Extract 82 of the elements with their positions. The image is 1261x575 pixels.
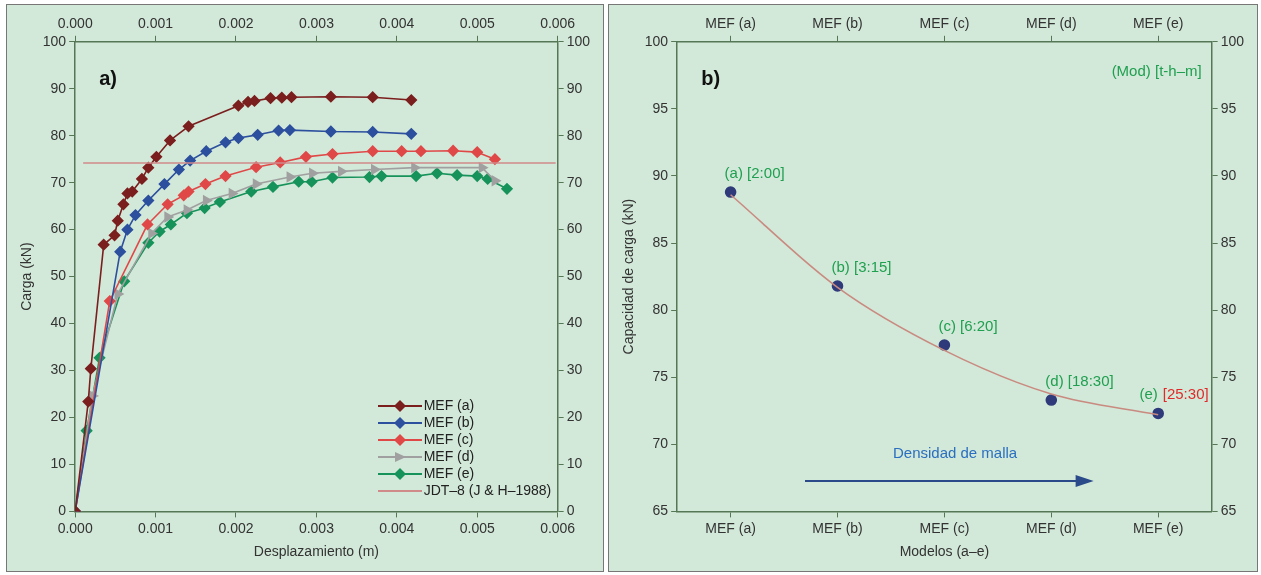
y-tick-label: 30 <box>50 361 67 378</box>
y-tick-label: 50 <box>50 267 67 284</box>
annotation: [25:30] <box>1162 385 1209 403</box>
x2-tick-label: 0.006 <box>540 15 576 32</box>
y2-tick-label: 60 <box>566 220 583 237</box>
y-tick-label: 65 <box>652 502 669 519</box>
y2-tick-label: 85 <box>1220 233 1237 250</box>
x-tick-label: MEF (a) <box>705 519 756 536</box>
x-tick-label: 0.006 <box>540 519 576 536</box>
x2-tick-label: 0.003 <box>298 15 335 32</box>
y2-tick-label: 65 <box>1220 502 1237 519</box>
y-tick-label: 100 <box>644 32 669 49</box>
y-tick-label: 75 <box>652 368 669 385</box>
legend-label: MEF (e) <box>423 465 475 483</box>
y-tick-label: 70 <box>652 435 669 452</box>
y-tick-label: 100 <box>42 32 67 49</box>
x2-tick-label: 0.001 <box>138 15 174 32</box>
y-tick-label: 0 <box>58 502 67 519</box>
legend-label: MEF (c) <box>423 431 474 449</box>
x-tick-label: 0.002 <box>218 519 254 536</box>
y2-tick-label: 50 <box>566 267 583 284</box>
x-tick-label: 0.004 <box>379 519 415 536</box>
y2-tick-label: 75 <box>1220 368 1237 385</box>
y2-tick-label: 95 <box>1220 99 1237 116</box>
y-tick-label: 90 <box>652 166 669 183</box>
y-tick-label: 10 <box>50 455 67 472</box>
y2-tick-label: 80 <box>1220 301 1237 317</box>
category-label: MEF (b) <box>812 15 863 32</box>
y-axis-title: Capacidad de carga (kN) <box>620 198 637 355</box>
y-tick-label: 20 <box>50 408 67 425</box>
x2-tick-label: 0.005 <box>459 15 495 32</box>
y2-tick-label: 70 <box>1220 435 1237 452</box>
x2-tick-label: 0.004 <box>379 15 415 32</box>
y-tick-label: 70 <box>50 173 67 190</box>
y-tick-label: 80 <box>50 126 67 143</box>
annotation: (d) [18:30] <box>1045 372 1114 390</box>
y-tick-label: 40 <box>50 314 67 331</box>
x-tick-label: MEF (e) <box>1132 519 1184 536</box>
category-label: MEF (d) <box>1026 15 1077 32</box>
x-tick-label: MEF (d) <box>1026 519 1077 536</box>
legend-label: JDT–8 (J & H–1988) <box>423 482 552 500</box>
y-tick-label: 90 <box>50 79 67 96</box>
x-tick-label: MEF (c) <box>919 519 970 536</box>
x2-tick-label: 0.002 <box>218 15 254 32</box>
y2-tick-label: 10 <box>566 455 583 472</box>
y-tick-label: 60 <box>50 220 67 237</box>
x-tick-label: 0.000 <box>57 519 93 536</box>
y2-tick-label: 80 <box>566 126 583 143</box>
x-tick-label: 0.005 <box>459 519 495 536</box>
y-tick-label: 80 <box>652 301 669 317</box>
category-label: MEF (c) <box>919 15 970 32</box>
annotation: (e) <box>1139 385 1158 403</box>
y2-tick-label: 90 <box>566 79 583 96</box>
category-label: MEF (a) <box>705 15 756 32</box>
x-axis-title: Desplazamiento (m) <box>253 543 380 560</box>
y2-tick-label: 40 <box>566 314 583 331</box>
y-tick-label: 95 <box>652 99 669 116</box>
x2-tick-label: 0.000 <box>57 15 93 32</box>
x-tick-label: 0.003 <box>298 519 335 536</box>
y2-tick-label: 100 <box>566 32 591 49</box>
x-tick-label: 0.001 <box>138 519 174 536</box>
x-axis-title: Modelos (a–e) <box>899 543 990 560</box>
annotation: Densidad de malla <box>892 443 1018 461</box>
y-tick-label: 85 <box>652 233 669 250</box>
y2-tick-label: 90 <box>1220 166 1237 183</box>
category-label: MEF (e) <box>1132 15 1184 32</box>
text: a) <box>99 67 117 90</box>
legend-label: MEF (a) <box>423 397 475 415</box>
x-tick-label: MEF (b) <box>812 519 863 536</box>
y2-tick-label: 20 <box>566 408 583 425</box>
text: b) <box>701 67 721 90</box>
annotation: (c) [6:20] <box>938 317 998 335</box>
legend-label: MEF (d) <box>423 448 475 466</box>
y2-tick-label: 0 <box>566 502 575 519</box>
annotation: (Mod) [t-h–m] <box>1111 61 1202 79</box>
y2-tick-label: 70 <box>566 173 583 190</box>
y2-tick-label: 30 <box>566 361 583 378</box>
y2-tick-label: 100 <box>1220 32 1245 49</box>
legend-label: MEF (b) <box>423 414 475 432</box>
annotation: (a) [2:00] <box>724 164 785 182</box>
annotation: (b) [3:15] <box>831 257 892 275</box>
y-axis-title: Carga (kN) <box>18 242 35 311</box>
